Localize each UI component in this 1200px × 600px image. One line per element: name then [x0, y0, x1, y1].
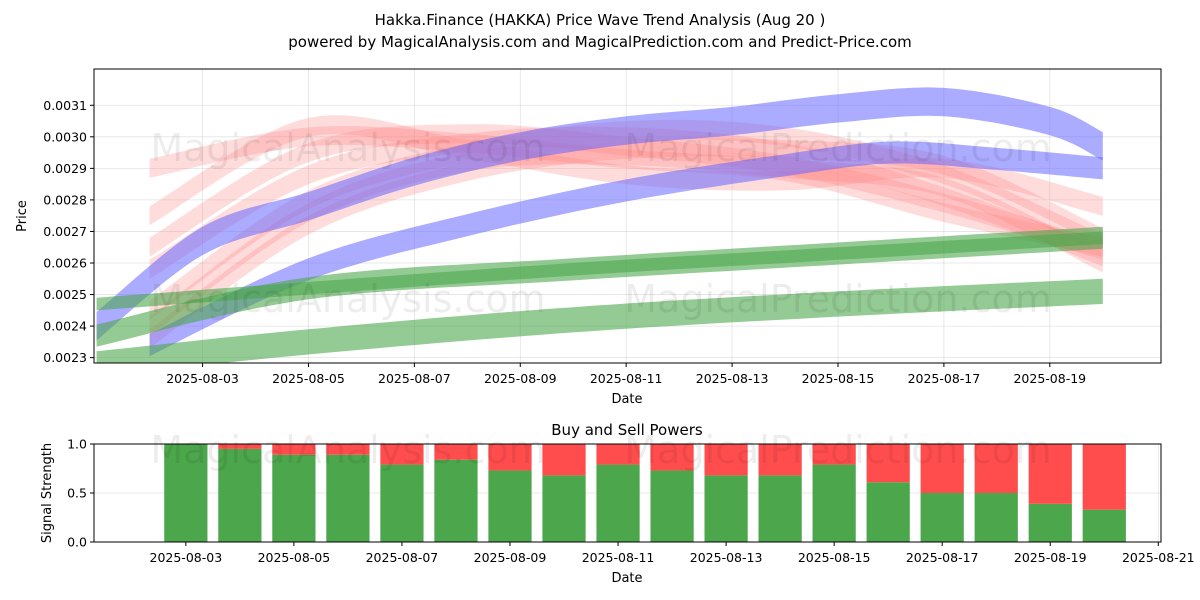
sell-power-bar — [650, 444, 694, 471]
sell-power-bar — [704, 444, 748, 476]
watermark-prediction-bottom: MagicalPrediction.com — [624, 428, 1052, 472]
sell-power-bar — [1028, 444, 1072, 504]
price-y-tick-label: 0.0028 — [43, 192, 87, 207]
power-x-tick-label: 2025-08-19 — [1014, 550, 1087, 565]
price-x-tick-label: 2025-08-15 — [802, 371, 875, 386]
power-x-tick-label: 2025-08-07 — [366, 550, 439, 565]
buy-power-bar — [218, 448, 262, 542]
power-x-ticks: 2025-08-03 2025-08-05 2025-08-07 2025-08-09… — [150, 542, 1195, 565]
buy-power-bar — [650, 470, 694, 542]
buy-power-bar — [542, 475, 586, 542]
green-wave-band-10 — [96, 278, 1103, 363]
power-x-tick-label: 2025-08-21 — [1122, 550, 1195, 565]
power-y-axis-label: Signal Strength — [40, 443, 55, 543]
power-x-tick-label: 2025-08-09 — [474, 550, 547, 565]
power-y-tick-label: 0.0 — [67, 535, 87, 550]
buy-power-bar — [812, 464, 856, 542]
sell-power-bar — [542, 444, 586, 476]
green-wave-band-11 — [96, 231, 1103, 311]
price-x-axis-label: Date — [611, 392, 642, 407]
price-plot-frame — [93, 68, 1162, 364]
red-wave-band-6 — [149, 115, 1103, 226]
price-x-tick-label: 2025-08-11 — [590, 371, 663, 386]
chart-title: Hakka.Finance (HAKKA) Price Wave Trend A… — [375, 11, 826, 29]
price-x-tick-label: 2025-08-13 — [696, 371, 769, 386]
red-wave-band-1 — [149, 124, 1103, 260]
price-y-tick-label: 0.0025 — [43, 287, 87, 302]
price-y-ticks: 0.0023 0.0024 0.0025 0.0026 0.0027 0.0028 0.00… — [43, 98, 94, 365]
price-x-tick-label: 2025-08-19 — [1013, 371, 1086, 386]
watermark-analysis-mid: MagicalAnalysis.com — [150, 277, 545, 321]
sell-power-bar — [596, 444, 640, 465]
power-y-tick-label: 1.0 — [67, 437, 87, 452]
price-y-tick-label: 0.0026 — [43, 256, 87, 271]
sell-power-bar — [1082, 444, 1126, 510]
sell-power-bar — [866, 444, 910, 483]
price-y-tick-label: 0.0029 — [43, 161, 87, 176]
price-wave-bands — [96, 87, 1103, 363]
blue-wave-band-7 — [96, 87, 1103, 341]
price-x-tick-label: 2025-08-17 — [908, 371, 981, 386]
price-y-tick-label: 0.0023 — [43, 350, 87, 365]
sell-power-bar — [920, 444, 964, 493]
power-x-tick-label: 2025-08-17 — [906, 550, 979, 565]
price-x-tick-label: 2025-08-05 — [272, 371, 345, 386]
buy-power-bar — [974, 493, 1018, 542]
sell-power-bar — [326, 444, 370, 455]
buy-power-bar — [1028, 503, 1072, 542]
power-y-tick-label: 0.5 — [67, 486, 87, 501]
buy-power-bar — [704, 475, 748, 542]
sell-power-bar — [218, 444, 262, 449]
watermark-prediction-mid: MagicalPrediction.com — [624, 277, 1052, 321]
price-y-tick-label: 0.0027 — [43, 224, 87, 239]
power-x-tick-label: 2025-08-05 — [258, 550, 331, 565]
buy-power-bar — [920, 493, 964, 542]
buy-power-bar — [758, 475, 802, 542]
power-x-tick-label: 2025-08-15 — [798, 550, 871, 565]
buy-power-bar — [272, 454, 316, 542]
price-x-tick-label: 2025-08-03 — [166, 371, 239, 386]
buy-power-bar — [596, 464, 640, 542]
watermark-prediction-top: MagicalPrediction.com — [624, 126, 1052, 170]
sell-power-bar — [488, 444, 532, 471]
sell-power-bar — [758, 444, 802, 476]
power-bars — [164, 444, 1126, 542]
power-panel-title: Buy and Sell Powers — [551, 421, 703, 439]
buy-power-bar — [164, 444, 208, 542]
power-x-axis-label: Date — [611, 571, 642, 586]
buy-power-bar — [326, 454, 370, 542]
price-y-tick-label: 0.0030 — [43, 129, 87, 144]
power-y-ticks: 0.0 0.5 1.0 — [67, 437, 94, 550]
watermark-analysis-bottom: MagicalAnalysis.com — [150, 428, 545, 472]
power-x-tick-label: 2025-08-03 — [150, 550, 223, 565]
sell-power-bar — [380, 444, 424, 465]
price-y-axis-label: Price — [15, 200, 30, 232]
buy-power-bar — [488, 470, 532, 542]
chart-subtitle: powered by MagicalAnalysis.com and Magic… — [288, 33, 912, 51]
buy-power-bar — [380, 464, 424, 542]
red-wave-band-0 — [149, 126, 1103, 257]
price-x-tick-label: 2025-08-09 — [484, 371, 557, 386]
power-panel: Buy and Sell Powers MagicalAnalysis.com … — [40, 421, 1195, 586]
buy-power-bar — [1082, 509, 1126, 542]
sell-power-bar — [272, 444, 316, 455]
watermark-analysis-top: MagicalAnalysis.com — [150, 126, 545, 170]
buy-power-bar — [434, 459, 478, 542]
power-x-tick-label: 2025-08-13 — [690, 550, 763, 565]
price-panel: MagicalAnalysis.com MagicalPrediction.co… — [15, 68, 1162, 407]
sell-power-bar — [974, 444, 1018, 493]
price-x-tick-label: 2025-08-07 — [378, 371, 451, 386]
sell-power-bar — [812, 444, 856, 465]
price-y-tick-label: 0.0024 — [43, 319, 87, 334]
sell-power-bar — [434, 444, 478, 460]
power-x-tick-label: 2025-08-11 — [582, 550, 655, 565]
price-y-tick-label: 0.0031 — [43, 98, 87, 113]
buy-power-bar — [866, 482, 910, 542]
blue-wave-band-8 — [149, 141, 1103, 357]
price-x-ticks: 2025-08-03 2025-08-05 2025-08-07 2025-08-09… — [166, 363, 1086, 386]
